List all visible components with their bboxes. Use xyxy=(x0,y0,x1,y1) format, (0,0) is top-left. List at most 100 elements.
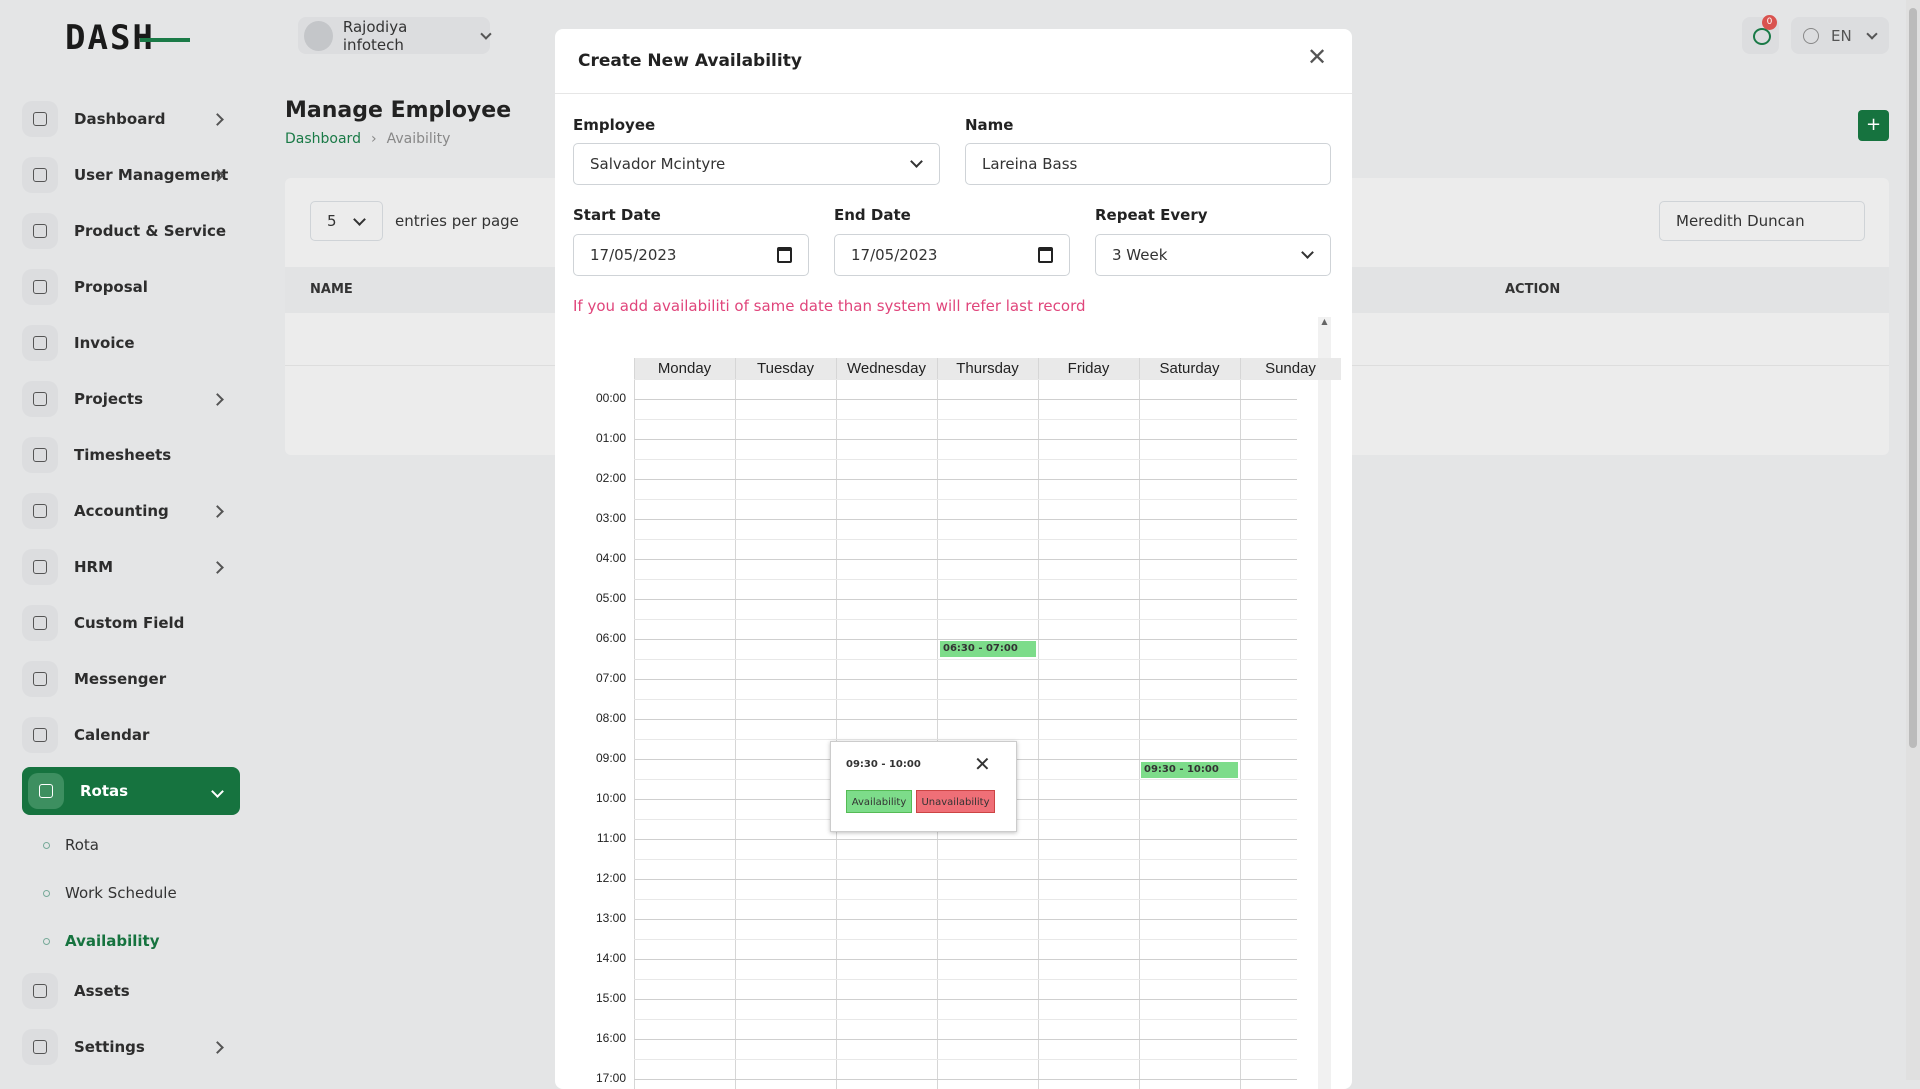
language-button[interactable]: EN xyxy=(1791,17,1889,54)
menu-item[interactable]: Rotas xyxy=(22,767,240,815)
menu-item[interactable]: Settings xyxy=(22,1023,240,1071)
start-date-value: 17/05/2023 xyxy=(590,246,677,264)
hour-label: 10:00 xyxy=(595,791,626,805)
company-name: Rajodiya infotech xyxy=(342,17,408,54)
row-line xyxy=(634,999,1297,1000)
chevron xyxy=(211,784,224,798)
name-value: Lareina Bass xyxy=(982,155,1078,173)
submenu-item[interactable]: Rota xyxy=(43,836,99,854)
menu-icon xyxy=(28,773,64,809)
employee-select[interactable]: Salvador Mcintyre xyxy=(573,143,940,185)
popup: 09:30 - 10:00 ✕ Availability Unavailabil… xyxy=(830,741,1017,832)
row-line xyxy=(634,639,1297,640)
page-title: Manage Employee xyxy=(285,98,512,123)
repeat-value: 3 Week xyxy=(1112,246,1168,264)
row-line xyxy=(634,879,1297,880)
chevron xyxy=(480,27,492,40)
row-line xyxy=(634,439,1297,440)
notification-count: 0 xyxy=(1762,15,1777,30)
warning: If you add availabiliti of same date tha… xyxy=(573,297,1086,315)
chevron xyxy=(211,560,224,574)
day-header: Wednesday xyxy=(847,360,926,377)
row-line xyxy=(634,479,1297,480)
modal-title: Create New Availability xyxy=(578,51,802,71)
menu-item[interactable]: Custom Field xyxy=(22,599,240,647)
menu-icon xyxy=(22,605,58,641)
hour-label: 14:00 xyxy=(595,951,626,965)
row-line xyxy=(634,659,1297,660)
entries-select[interactable]: 5 xyxy=(310,201,383,241)
entries-label: entries per page xyxy=(395,212,519,230)
submenu-item[interactable]: Availability xyxy=(43,932,160,950)
row-line xyxy=(634,579,1297,580)
logo: DASH xyxy=(65,18,155,58)
menu-item[interactable]: Projects xyxy=(22,375,240,423)
search-input[interactable]: Meredith Duncan xyxy=(1659,201,1865,241)
event[interactable]: 06:30 - 07:00 xyxy=(940,641,1036,657)
modal: Create New Availability ✕ Employee Salva… xyxy=(555,29,1352,1089)
menu-item[interactable]: Proposal xyxy=(22,263,240,311)
messages-button[interactable]: 0 xyxy=(1742,15,1779,54)
hour-label: 02:00 xyxy=(595,471,626,485)
menu-label: Custom Field xyxy=(74,614,185,632)
menu-item[interactable]: Invoice xyxy=(22,319,240,367)
popup-close[interactable]: ✕ xyxy=(974,752,991,776)
start-date-input[interactable]: 17/05/2023 xyxy=(573,234,809,276)
column-line xyxy=(937,358,938,1089)
row-line xyxy=(634,459,1297,460)
row-line xyxy=(634,1039,1297,1040)
calendar-scrollbar: ▲ xyxy=(1318,317,1331,1089)
hour-label: 05:00 xyxy=(595,591,626,605)
row-line xyxy=(634,1019,1297,1020)
repeat-select[interactable]: 3 Week xyxy=(1095,234,1331,276)
submenu-item[interactable]: Work Schedule xyxy=(43,884,177,902)
employee-value: Salvador Mcintyre xyxy=(590,155,726,173)
end-date-input[interactable]: 17/05/2023 xyxy=(834,234,1070,276)
menu-label: Timesheets xyxy=(74,446,172,464)
event[interactable]: 09:30 - 10:00 xyxy=(1141,762,1238,778)
day-header: Thursday xyxy=(956,360,1019,377)
language: EN xyxy=(1831,26,1852,45)
menu-item[interactable]: Dashboard xyxy=(22,95,240,143)
row-line xyxy=(634,399,1297,400)
row-line xyxy=(634,899,1297,900)
entries-value: 5 xyxy=(327,212,337,230)
menu-label: Settings xyxy=(74,1038,145,1056)
menu-icon xyxy=(22,381,58,417)
menu-icon xyxy=(22,661,58,697)
menu-icon xyxy=(22,493,58,529)
company-switcher[interactable]: Rajodiya infotech xyxy=(298,17,492,54)
menu-item[interactable]: Accounting xyxy=(22,487,240,535)
availability-button[interactable]: Availability xyxy=(846,790,912,813)
row-line xyxy=(634,959,1297,960)
row-line xyxy=(634,619,1297,620)
field-label: Start Date xyxy=(573,206,661,224)
hour-label: 04:00 xyxy=(595,551,626,565)
menu-item[interactable]: Messenger xyxy=(22,655,240,703)
unavailability-button[interactable]: Unavailability xyxy=(916,790,995,813)
name-input[interactable]: Lareina Bass xyxy=(965,143,1331,185)
chevron xyxy=(211,1040,224,1054)
chevron xyxy=(1866,27,1878,40)
sidebar: DASH Dashboard User Management Product & S… xyxy=(0,0,260,1080)
day-header: Tuesday xyxy=(757,360,814,377)
menu-item[interactable]: Timesheets xyxy=(22,431,240,479)
menu-item[interactable]: HRM xyxy=(22,543,240,591)
add-button[interactable]: + xyxy=(1858,110,1889,141)
calendar-header xyxy=(634,358,1341,380)
hour-label: 11:00 xyxy=(596,831,626,845)
calendar-icon xyxy=(1038,247,1053,263)
row-line xyxy=(634,719,1297,720)
close-button[interactable]: ✕ xyxy=(1307,43,1328,71)
header-divider xyxy=(555,93,1352,94)
field-label: Repeat Every xyxy=(1095,206,1208,224)
end-date-value: 17/05/2023 xyxy=(851,246,938,264)
hour-label: 07:00 xyxy=(595,671,626,685)
menu-item[interactable]: Assets xyxy=(22,967,240,1015)
hour-label: 00:00 xyxy=(595,391,626,405)
menu-item[interactable]: Product & Service xyxy=(22,207,240,255)
menu-item[interactable]: User Management xyxy=(22,151,240,199)
breadcrumb-link[interactable]: Dashboard xyxy=(285,131,361,147)
menu-item[interactable]: Calendar xyxy=(22,711,240,759)
